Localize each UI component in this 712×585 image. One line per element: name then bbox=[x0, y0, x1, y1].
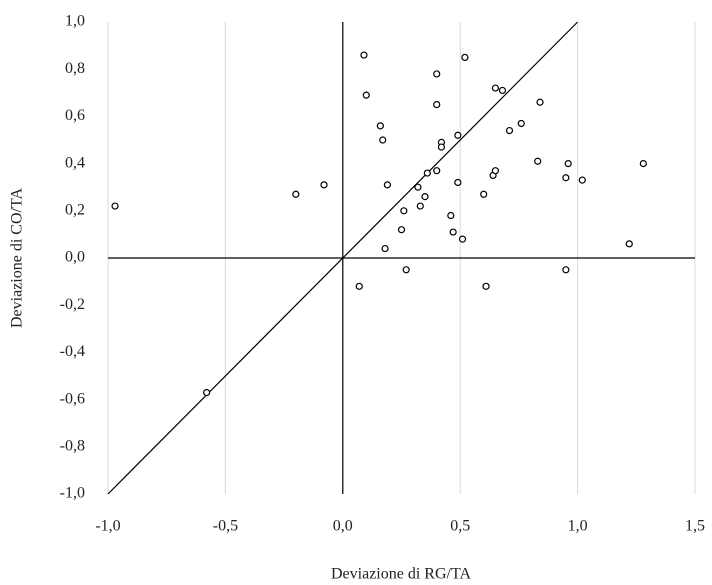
y-tick-label: -0,4 bbox=[60, 343, 85, 360]
point bbox=[362, 91, 370, 99]
point bbox=[625, 240, 633, 248]
point bbox=[111, 202, 119, 210]
point bbox=[517, 119, 525, 128]
y-tick-label: -0,2 bbox=[60, 296, 85, 313]
y-tick-label: 0,2 bbox=[65, 201, 85, 218]
x-tick-label: 0,5 bbox=[450, 518, 470, 535]
y-tick-label: 0,0 bbox=[65, 249, 85, 266]
point bbox=[639, 160, 647, 168]
point bbox=[383, 181, 392, 189]
x-tick-label: 1,0 bbox=[568, 518, 588, 535]
point bbox=[376, 122, 384, 130]
y-tick-label: 0,8 bbox=[65, 60, 85, 77]
point bbox=[414, 183, 422, 191]
x-tick-label: -1,0 bbox=[95, 518, 120, 535]
point bbox=[562, 174, 570, 182]
x-tick-label: -0,5 bbox=[213, 518, 238, 535]
point bbox=[433, 70, 441, 78]
x-tick-label: 1,5 bbox=[685, 518, 705, 535]
y-tick-label: -1,0 bbox=[60, 485, 85, 502]
point bbox=[482, 282, 490, 290]
point bbox=[564, 160, 572, 168]
y-tick-label: 1,0 bbox=[65, 13, 85, 30]
point bbox=[360, 51, 368, 59]
point bbox=[536, 98, 544, 106]
point bbox=[562, 266, 570, 274]
point bbox=[320, 181, 328, 189]
y-tick-label: -0,8 bbox=[60, 437, 85, 454]
point bbox=[578, 176, 586, 184]
point bbox=[454, 131, 462, 139]
point bbox=[421, 193, 429, 201]
point bbox=[400, 207, 408, 215]
point bbox=[437, 143, 446, 151]
point bbox=[461, 53, 469, 62]
point bbox=[381, 244, 389, 253]
point bbox=[292, 190, 300, 198]
point bbox=[379, 136, 387, 144]
point bbox=[491, 167, 500, 175]
point bbox=[416, 202, 424, 210]
point bbox=[454, 178, 462, 187]
y-axis-title: Deviazione di CO/TA bbox=[9, 188, 26, 328]
point bbox=[480, 190, 488, 198]
point bbox=[423, 169, 431, 177]
point bbox=[447, 211, 455, 220]
point bbox=[534, 157, 542, 165]
point bbox=[433, 100, 441, 109]
y-tick-label: 0,6 bbox=[65, 107, 85, 124]
point bbox=[449, 228, 457, 236]
x-axis-title: Deviazione di RG/TA bbox=[331, 566, 471, 583]
diagonal-line bbox=[107, 21, 579, 495]
point bbox=[355, 282, 363, 290]
point bbox=[505, 126, 514, 135]
point bbox=[458, 235, 467, 243]
point bbox=[203, 388, 211, 397]
y-tick-label: 0,4 bbox=[65, 154, 85, 171]
point bbox=[491, 84, 500, 92]
point bbox=[498, 86, 507, 95]
x-tick-label: 0,0 bbox=[333, 518, 353, 535]
point bbox=[397, 226, 406, 234]
point bbox=[433, 167, 441, 175]
point bbox=[402, 266, 410, 274]
y-tick-label: -0,6 bbox=[60, 390, 85, 407]
